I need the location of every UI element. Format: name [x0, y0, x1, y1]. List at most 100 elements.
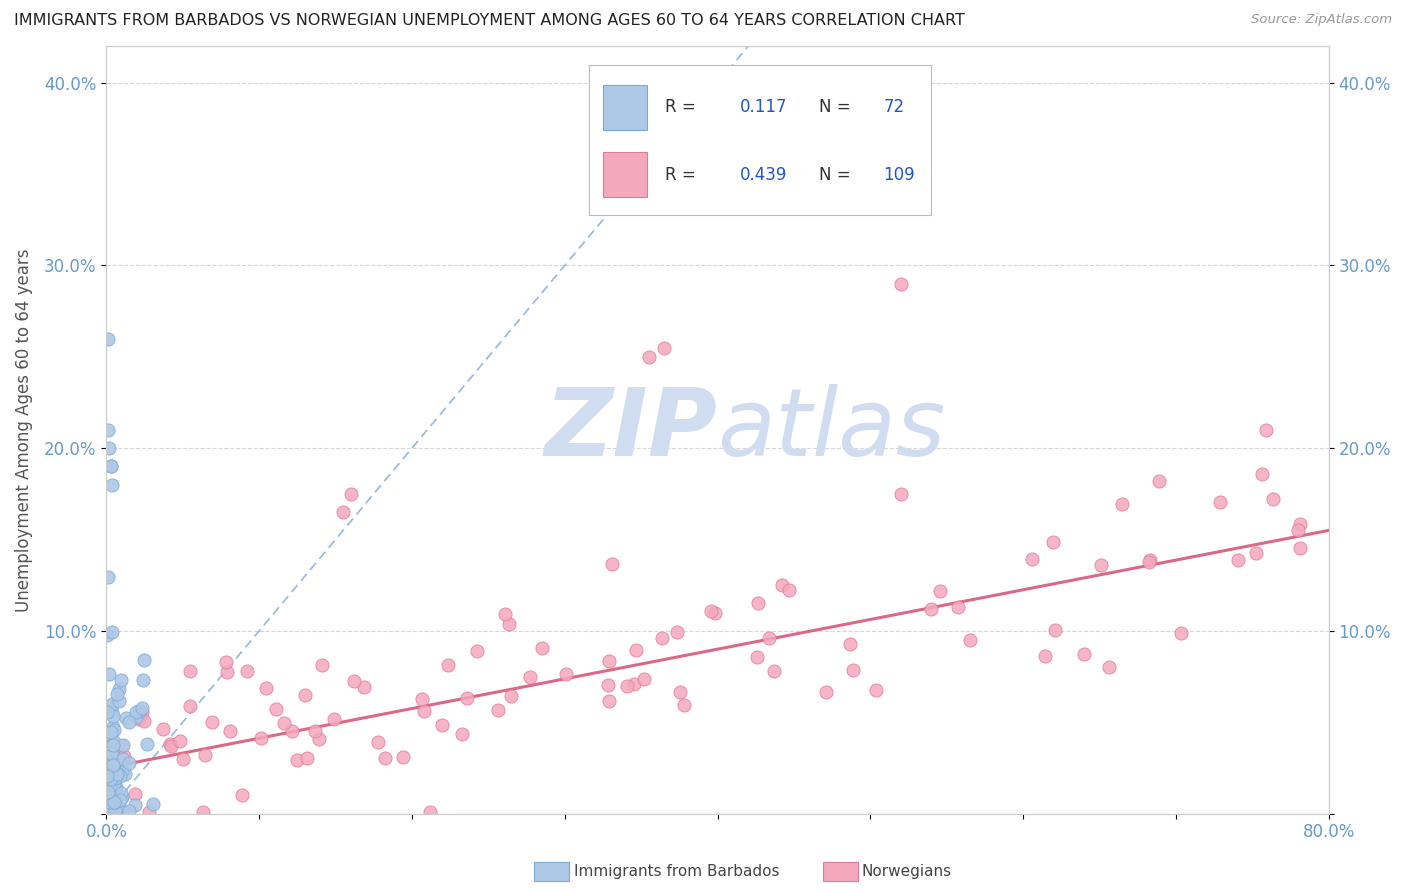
Point [799, 76, 821, 90]
Point [1139, 552, 1161, 566]
Point [929, 583, 952, 598]
Point [946, 599, 969, 614]
Point [96, 769, 118, 783]
Point [98, 733, 121, 747]
Point [98, 786, 121, 800]
Point [201, 715, 224, 730]
Y-axis label: Unemployment Among Ages 60 to 64 years: Unemployment Among Ages 60 to 64 years [15, 248, 32, 612]
Point [700, 604, 723, 618]
Point [124, 787, 146, 801]
Point [273, 716, 295, 731]
Point [98, 795, 121, 809]
Point [100, 725, 122, 739]
Point [217, 665, 239, 680]
Point [600, 558, 623, 572]
Point [486, 703, 509, 717]
Point [101, 795, 124, 809]
Point [367, 735, 389, 749]
Point [1042, 535, 1064, 549]
Point [294, 688, 316, 702]
Point [191, 805, 214, 819]
Point [131, 705, 153, 719]
Text: ZIP: ZIP [544, 384, 717, 476]
Text: Norwegians: Norwegians [862, 864, 952, 879]
Point [101, 705, 124, 719]
Point [96, 783, 118, 797]
Point [100, 772, 122, 786]
Point [101, 697, 124, 711]
Point [103, 795, 125, 809]
Point [96, 783, 118, 797]
Point [499, 689, 522, 703]
Point [1035, 648, 1057, 663]
Point [179, 664, 201, 678]
Point [96, 627, 118, 641]
Point [110, 768, 132, 782]
Point [98, 441, 121, 455]
Point [758, 631, 780, 645]
Point [104, 795, 127, 809]
Point [110, 786, 132, 800]
Point [111, 752, 134, 766]
Point [97, 785, 120, 799]
Point [308, 732, 330, 747]
Point [101, 709, 124, 723]
Text: Immigrants from Barbados: Immigrants from Barbados [574, 864, 779, 879]
Point [110, 792, 132, 806]
Point [101, 738, 124, 752]
Point [596, 678, 619, 692]
Point [97, 423, 120, 437]
Point [107, 682, 129, 697]
Point [373, 750, 395, 764]
Point [411, 692, 433, 706]
Point [770, 578, 793, 592]
Point [651, 632, 673, 646]
Point [218, 723, 240, 738]
Point [295, 751, 318, 765]
Point [652, 341, 675, 355]
Point [98, 773, 121, 788]
Point [104, 772, 127, 787]
Point [134, 714, 156, 728]
Point [1111, 497, 1133, 511]
Point [1098, 660, 1121, 674]
Point [136, 737, 159, 751]
Point [842, 663, 865, 677]
Point [669, 685, 692, 699]
Point [1021, 552, 1043, 566]
Point [125, 710, 148, 724]
Point [1139, 555, 1161, 569]
Point [118, 756, 141, 770]
Point [105, 687, 128, 701]
Point [104, 797, 127, 811]
Point [101, 758, 124, 772]
Point [633, 672, 655, 686]
Point [1289, 517, 1312, 532]
Point [412, 704, 434, 718]
Point [1289, 541, 1312, 555]
Point [169, 734, 191, 748]
Point [616, 680, 638, 694]
Point [554, 666, 576, 681]
Point [98, 803, 121, 817]
Point [124, 705, 146, 719]
Point [134, 653, 156, 667]
Point [392, 749, 415, 764]
Point [100, 459, 122, 474]
Point [117, 715, 139, 730]
Point [1045, 624, 1067, 638]
Point [704, 606, 727, 620]
Point [142, 797, 165, 812]
Point [745, 650, 768, 665]
Point [1244, 546, 1267, 560]
Point [112, 748, 135, 763]
Point [128, 704, 150, 718]
Point [778, 582, 800, 597]
Point [1227, 553, 1250, 567]
Point [432, 717, 454, 731]
Point [103, 720, 125, 734]
Point [128, 712, 150, 726]
Point [98, 667, 121, 681]
Point [97, 332, 120, 346]
Point [101, 786, 124, 800]
